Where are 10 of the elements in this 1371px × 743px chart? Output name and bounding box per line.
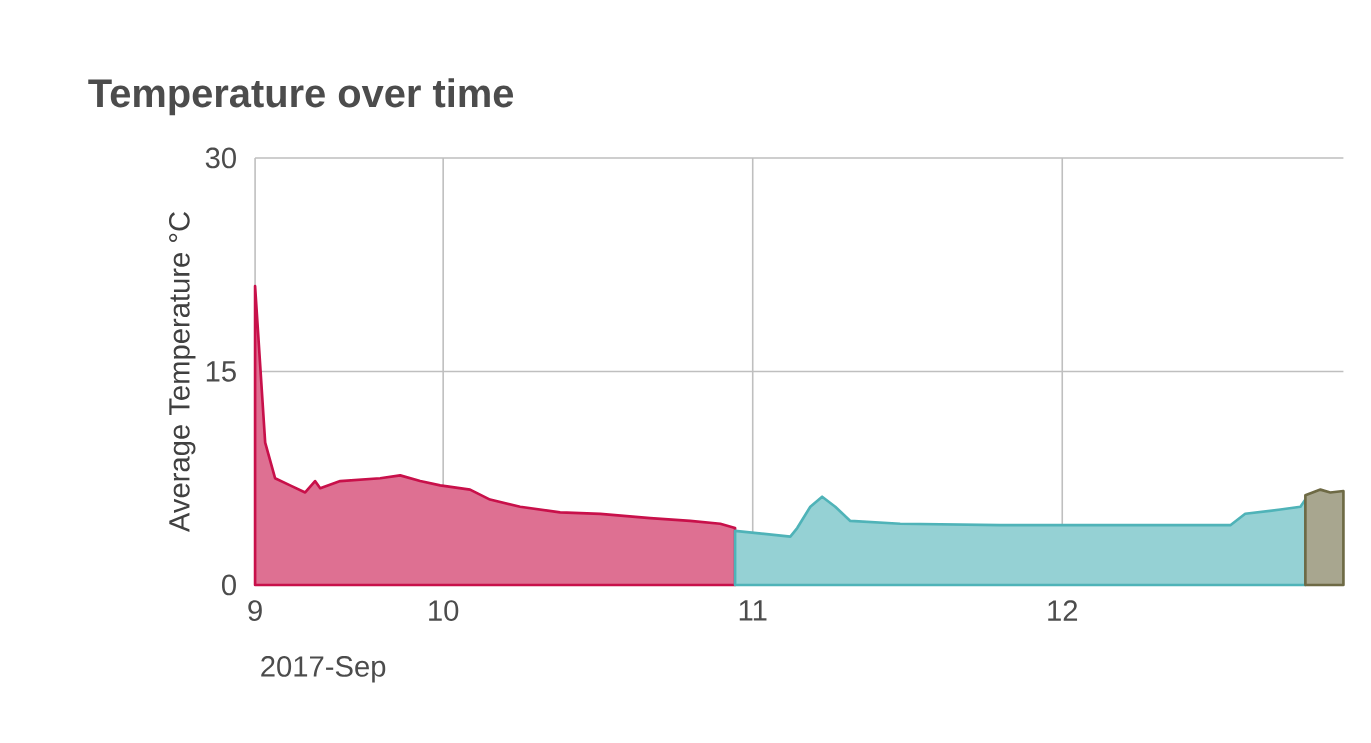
- x-tick-label: 12: [1048, 600, 1078, 621]
- x-axis-title: 2017-Sep: [261, 656, 386, 683]
- x-tick-label: 11: [739, 600, 767, 621]
- y-tick-label: 30: [205, 147, 236, 169]
- x-tick-label: 9: [248, 600, 262, 622]
- y-tick-label: 15: [206, 361, 236, 382]
- chart-title: Temperature over time: [88, 78, 514, 116]
- y-axis-title: Average Temperature °C: [169, 211, 196, 533]
- x-tick-label: 10: [429, 600, 459, 622]
- y-tick-label: 0: [222, 574, 236, 596]
